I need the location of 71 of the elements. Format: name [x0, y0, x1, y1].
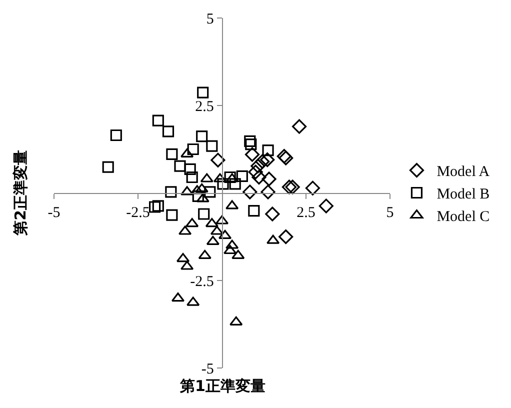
point: [196, 193, 210, 202]
point: [262, 172, 276, 186]
point: [305, 180, 320, 196]
point: [226, 200, 239, 210]
point: [198, 208, 210, 220]
legend-label: Model A: [436, 164, 490, 180]
point: [260, 152, 275, 168]
point: [198, 250, 212, 259]
point: [197, 86, 209, 98]
point: [149, 201, 161, 213]
point: [166, 209, 178, 221]
y-tick-label: -2.5: [190, 274, 214, 290]
point: [166, 148, 178, 160]
point: [244, 147, 260, 162]
point: [252, 170, 266, 185]
x-axis-title: 第1正準変量: [179, 377, 266, 395]
point: [255, 154, 270, 169]
point: [174, 160, 186, 172]
y-tick-label: -5: [201, 361, 214, 378]
point: [196, 130, 208, 142]
point: [205, 218, 218, 228]
point: [242, 184, 258, 200]
point: [152, 200, 164, 212]
x-tick-label: 5: [386, 205, 394, 222]
point: [266, 234, 280, 244]
point: [206, 140, 218, 152]
point: [265, 206, 280, 222]
point: [165, 186, 177, 198]
point: [278, 229, 294, 244]
y-tick-label: 2.5: [195, 98, 214, 115]
legend-label: Model B: [436, 186, 490, 203]
point: [318, 198, 334, 214]
point: [245, 138, 257, 150]
point: [260, 184, 276, 200]
point: [210, 152, 226, 168]
point: [244, 135, 256, 147]
x-tick-label: 2.5: [296, 205, 316, 222]
point: [224, 171, 236, 184]
legend-label: Model C: [436, 209, 490, 226]
y-tick-label: 5: [206, 11, 214, 28]
point: [229, 178, 241, 190]
point: [186, 296, 200, 306]
point: [206, 236, 220, 245]
point: [250, 158, 266, 174]
point: [282, 180, 296, 194]
point: [230, 316, 243, 326]
point: [184, 163, 196, 175]
point: [232, 250, 245, 259]
point: [102, 161, 114, 173]
point: [186, 218, 199, 228]
point: [152, 114, 164, 126]
point: [200, 173, 214, 182]
point: [285, 180, 300, 194]
point: [292, 119, 307, 134]
x-tick-label: -5: [48, 205, 60, 222]
point: [162, 126, 174, 138]
point: [217, 178, 229, 190]
point: [187, 143, 199, 156]
x-tick-label: -2.5: [126, 205, 150, 222]
point: [226, 240, 239, 249]
point: [248, 205, 260, 217]
point: [186, 171, 198, 184]
point: [195, 183, 208, 192]
point: [226, 173, 239, 182]
point: [262, 144, 274, 156]
point: [110, 129, 122, 142]
point: [236, 170, 248, 182]
point: [223, 244, 237, 254]
point: [248, 164, 263, 180]
point: [204, 186, 216, 198]
y-axis-title: 第2正準変量: [11, 150, 30, 236]
